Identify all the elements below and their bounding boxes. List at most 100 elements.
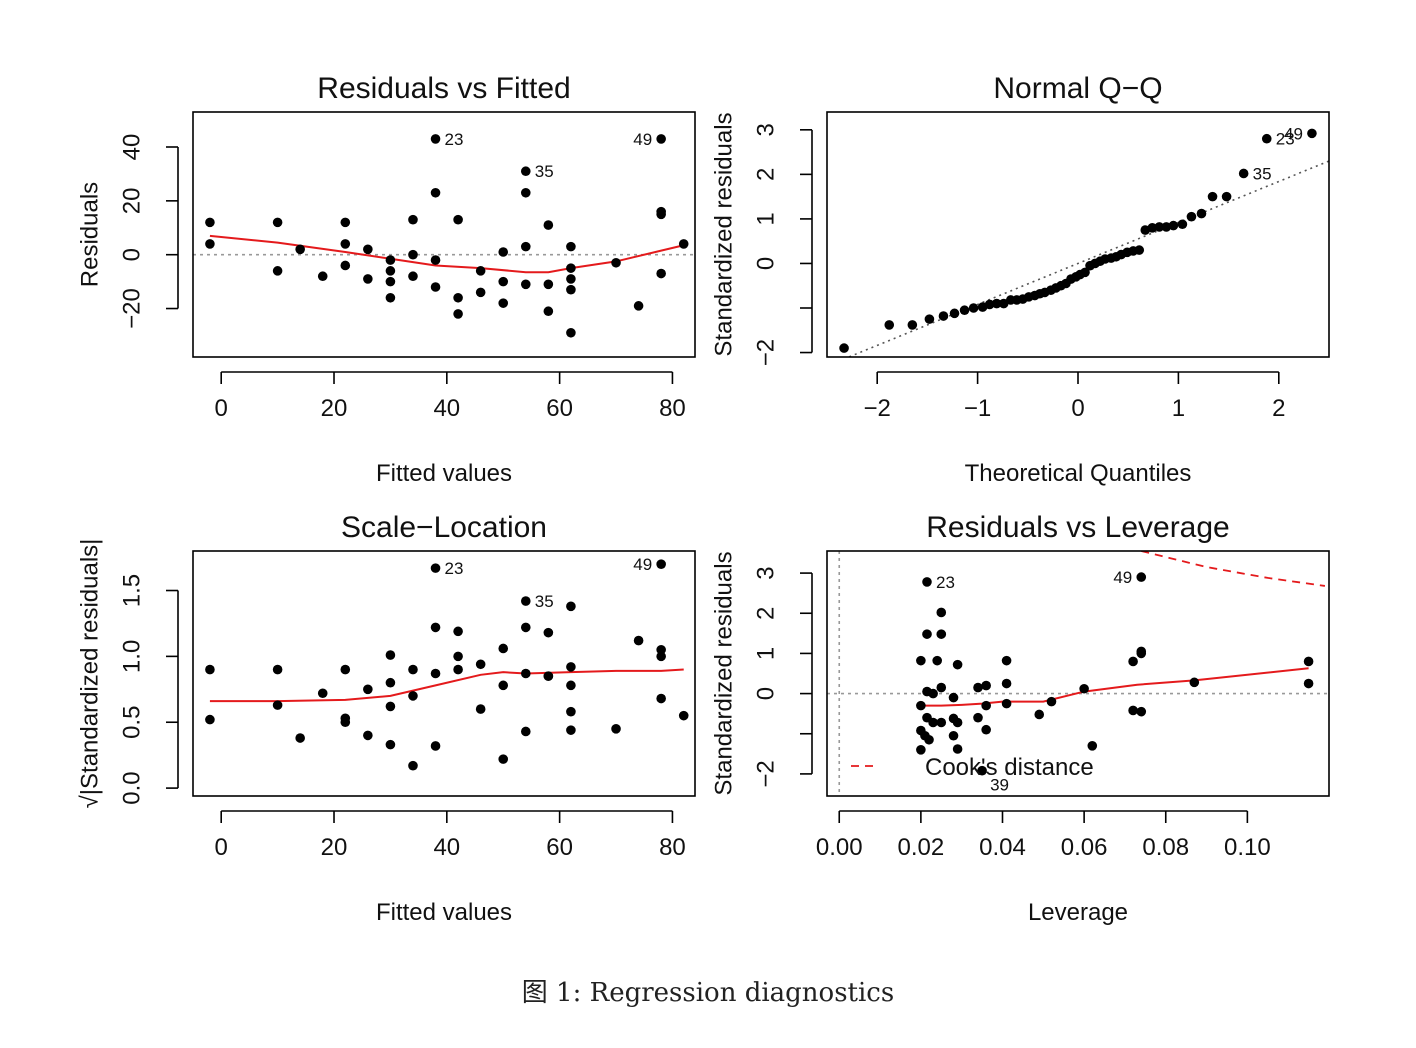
- data-point: [453, 651, 463, 662]
- data-point: [272, 700, 283, 710]
- data-point: [498, 643, 509, 654]
- x-tick-label: 60: [546, 834, 573, 861]
- y-tick-label: 1: [753, 647, 780, 660]
- data-point: [566, 680, 576, 691]
- data-point: [453, 626, 463, 637]
- data-point: [1207, 191, 1218, 202]
- data-point: [952, 659, 963, 670]
- data-point: [1147, 223, 1158, 233]
- x-tick-label: 0.02: [898, 834, 945, 861]
- x-tick-label: 20: [321, 395, 348, 422]
- data-point: [1080, 267, 1090, 278]
- plot-area: [205, 559, 689, 771]
- data-point: [295, 244, 305, 255]
- data-point: [1128, 705, 1138, 716]
- data-point: [385, 266, 396, 276]
- data-point: [498, 754, 509, 764]
- data-point: [928, 688, 938, 699]
- data-point: [363, 274, 373, 284]
- data-point: [936, 682, 947, 693]
- data-point: [1189, 677, 1200, 688]
- smooth-line: [209, 234, 684, 274]
- data-point: [1221, 191, 1232, 202]
- data-point: [430, 282, 441, 292]
- plot-frame: [826, 111, 1330, 358]
- x-tick-label: 2: [1272, 395, 1285, 422]
- data-point: [1261, 133, 1272, 144]
- data-point: [475, 659, 486, 670]
- data-point: [385, 292, 396, 303]
- data-point: [678, 710, 689, 721]
- plot-frame: [192, 550, 696, 797]
- x-axis-label: Fitted values: [376, 899, 512, 926]
- chart-panel-3: 23 35 49 Scale−Location 0 20 40 60 80 Fitted valu…: [77, 511, 696, 926]
- data-point: [566, 706, 576, 717]
- data-point: [981, 724, 991, 735]
- data-point: [1307, 128, 1317, 139]
- data-point: [1136, 572, 1147, 582]
- qq-reference-line: [846, 160, 1329, 357]
- data-point: [363, 730, 373, 741]
- data-point: [952, 717, 963, 728]
- data-point: [678, 239, 689, 249]
- point-label: 23: [1276, 130, 1295, 149]
- x-axis-label: Fitted values: [376, 460, 512, 487]
- data-point: [884, 320, 895, 330]
- x-tick-label: 0: [1071, 395, 1084, 422]
- data-point: [973, 682, 983, 693]
- y-tick-label: 0: [119, 248, 146, 261]
- data-point: [1154, 222, 1165, 232]
- smooth-line: [920, 667, 1309, 707]
- data-point: [475, 704, 486, 714]
- data-point: [566, 327, 576, 338]
- y-axis-label: Standardized residuals: [711, 551, 738, 795]
- data-point: [430, 255, 441, 265]
- data-point: [566, 662, 576, 672]
- data-point: [973, 712, 983, 723]
- data-point: [385, 739, 396, 750]
- point-label: 23: [445, 130, 464, 149]
- data-point: [408, 664, 418, 675]
- data-point: [566, 284, 576, 295]
- x-tick-label: 0: [215, 834, 228, 861]
- point-label: 23: [936, 573, 955, 592]
- data-point: [611, 257, 621, 268]
- y-tick-label: 2: [753, 607, 780, 620]
- y-tick-label: 0: [753, 687, 780, 700]
- data-point: [520, 279, 531, 290]
- data-point: [1079, 683, 1089, 694]
- data-point: [408, 271, 418, 282]
- data-point: [385, 650, 396, 660]
- data-point: [205, 664, 215, 675]
- data-point: [924, 734, 934, 745]
- point-label: 49: [1284, 124, 1303, 143]
- data-point: [952, 744, 963, 754]
- data-point: [205, 217, 215, 228]
- data-point: [656, 693, 666, 704]
- y-tick-label: 1: [753, 212, 780, 225]
- data-point: [839, 343, 849, 353]
- data-point: [272, 664, 283, 675]
- data-point: [543, 220, 554, 230]
- data-point: [948, 730, 959, 741]
- point-label: 49: [1113, 568, 1132, 587]
- data-point: [566, 263, 576, 273]
- y-axis-label: Standardized residuals: [711, 112, 738, 356]
- data-point: [977, 765, 987, 776]
- data-point: [633, 301, 644, 311]
- data-point: [656, 644, 666, 655]
- x-tick-label: −1: [964, 395, 991, 422]
- point-label: 39: [990, 776, 1009, 795]
- point-label: 35: [535, 592, 554, 611]
- data-point: [520, 622, 531, 633]
- data-point: [936, 717, 947, 728]
- x-tick-label: −2: [864, 395, 891, 422]
- data-point: [656, 559, 666, 569]
- data-point: [453, 664, 463, 675]
- data-point: [611, 724, 621, 734]
- y-tick-label: 1.5: [119, 574, 146, 607]
- data-point: [991, 298, 1002, 309]
- y-tick-label: −2: [753, 339, 780, 366]
- data-point: [1303, 678, 1314, 689]
